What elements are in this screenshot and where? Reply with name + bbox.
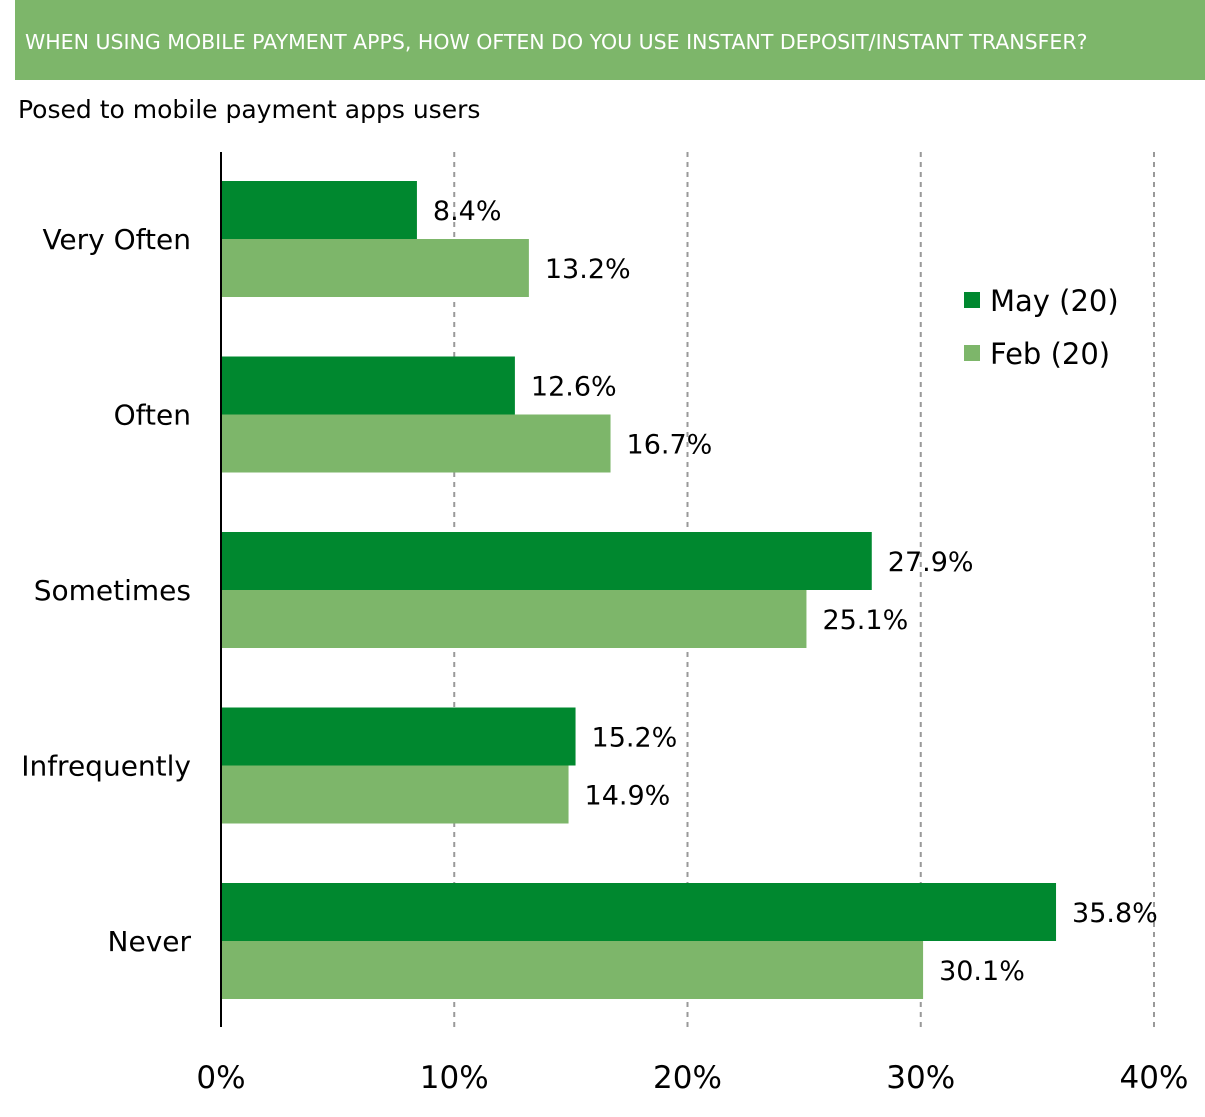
bar bbox=[221, 883, 1057, 941]
data-label: 35.8% bbox=[1072, 898, 1158, 929]
bar bbox=[221, 356, 515, 415]
bar bbox=[221, 414, 611, 473]
title-banner: WHEN USING MOBILE PAYMENT APPS, HOW OFTE… bbox=[15, 0, 1205, 80]
data-label: 12.6% bbox=[531, 372, 617, 403]
legend-swatch bbox=[964, 292, 980, 308]
category-label: Often bbox=[114, 399, 191, 432]
bar bbox=[221, 239, 529, 297]
chart-title: WHEN USING MOBILE PAYMENT APPS, HOW OFTE… bbox=[25, 30, 1088, 54]
data-label: 14.9% bbox=[585, 781, 671, 812]
bar bbox=[221, 941, 924, 999]
bar bbox=[221, 707, 576, 766]
chart-subtitle: Posed to mobile payment apps users bbox=[18, 95, 481, 124]
legend-swatch bbox=[964, 345, 980, 361]
x-tick-label: 10% bbox=[420, 1060, 489, 1096]
data-label: 25.1% bbox=[822, 605, 908, 636]
x-tick-label: 30% bbox=[886, 1060, 955, 1096]
legend-label: Feb (20) bbox=[990, 337, 1110, 371]
x-tick-label: 0% bbox=[196, 1060, 245, 1096]
data-label: 13.2% bbox=[545, 254, 631, 285]
data-label: 27.9% bbox=[888, 547, 974, 578]
bar bbox=[221, 765, 569, 824]
data-label: 30.1% bbox=[939, 956, 1025, 987]
data-label: 8.4% bbox=[433, 196, 502, 227]
category-label: Very Often bbox=[42, 223, 191, 256]
data-label: 15.2% bbox=[592, 723, 678, 754]
category-label: Never bbox=[108, 925, 192, 958]
bar bbox=[221, 532, 872, 590]
category-label: Infrequently bbox=[21, 750, 191, 783]
legend-label: May (20) bbox=[990, 284, 1119, 318]
x-tick-label: 20% bbox=[653, 1060, 722, 1096]
bar bbox=[221, 181, 417, 239]
bar bbox=[221, 590, 807, 648]
data-label: 16.7% bbox=[627, 430, 713, 461]
x-tick-label: 40% bbox=[1120, 1060, 1189, 1096]
category-label: Sometimes bbox=[34, 574, 191, 607]
